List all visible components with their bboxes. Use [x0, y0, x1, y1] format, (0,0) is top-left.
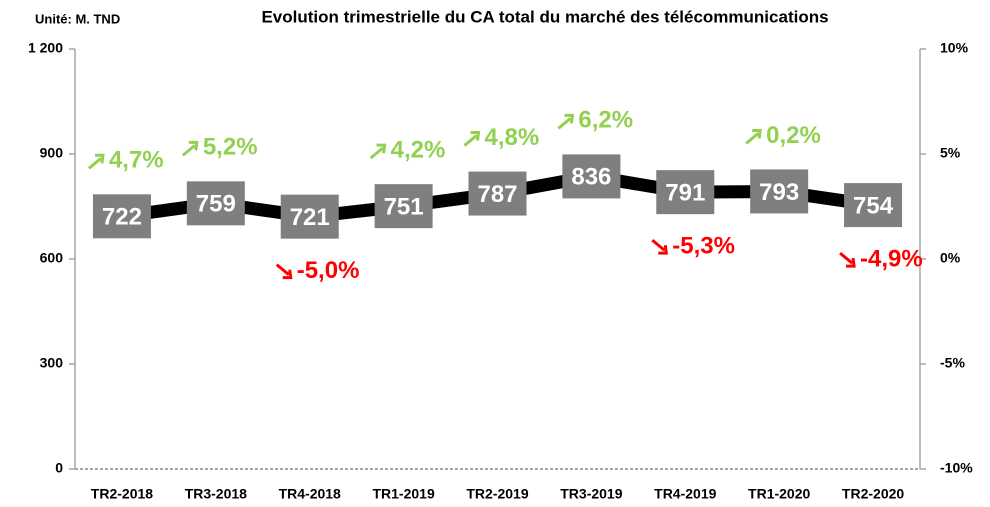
growth-arrow [557, 113, 575, 130]
x-tick-label: TR3-2019 [560, 486, 622, 502]
y-tick-label: 600 [40, 250, 64, 266]
value-label: 787 [477, 181, 517, 208]
chart-title: Evolution trimestrielle du CA total du m… [261, 7, 828, 26]
y2-tick-label: 5% [940, 145, 961, 161]
growth-label: -5,3% [672, 232, 735, 259]
growth-label: -4,9% [860, 245, 923, 272]
value-label-box [844, 183, 903, 228]
unit-label: Unité: M. TND [35, 11, 120, 26]
growth-arrow [87, 153, 105, 170]
value-label: 722 [102, 204, 142, 231]
value-label-box [750, 169, 809, 214]
y-tick-label: 1 200 [28, 40, 63, 56]
growth-label: 4,7% [109, 147, 164, 174]
growth-arrow [651, 238, 668, 255]
value-label: 754 [853, 192, 894, 219]
growth-label: 0,2% [766, 122, 821, 149]
value-label: 751 [384, 193, 424, 220]
y-tick-label: 300 [40, 355, 64, 371]
value-label: 793 [759, 179, 799, 206]
y-tick-label: 900 [40, 145, 64, 161]
growth-label: 5,2% [203, 134, 258, 161]
value-label-box [656, 170, 715, 215]
value-label: 721 [290, 204, 330, 231]
growth-arrow [275, 263, 293, 280]
value-label-box [280, 194, 339, 239]
x-tick-label: TR2-2019 [466, 486, 528, 502]
x-tick-label: TR4-2019 [654, 486, 716, 502]
growth-label: 4,8% [485, 124, 540, 151]
value-label-box [374, 184, 433, 229]
x-tick-label: TR2-2018 [91, 486, 153, 502]
value-label-box [186, 181, 245, 226]
growth-arrow [369, 143, 387, 160]
value-label: 759 [196, 191, 236, 218]
y2-tick-label: -5% [940, 355, 965, 371]
value-label: 836 [571, 164, 611, 191]
x-tick-label: TR1-2019 [372, 486, 434, 502]
growth-label: -5,0% [297, 257, 360, 284]
x-tick-label: TR4-2018 [279, 486, 341, 502]
growth-arrow [839, 251, 856, 268]
growth-arrow [745, 128, 762, 145]
y2-tick-label: -10% [940, 460, 973, 476]
y2-tick-label: 0% [940, 250, 961, 266]
value-label-box [468, 171, 527, 216]
growth-arrow [181, 140, 199, 157]
value-label-box [562, 154, 621, 199]
x-tick-label: TR2-2020 [842, 486, 904, 502]
growth-label: 6,2% [578, 107, 633, 134]
x-tick-label: TR1-2020 [748, 486, 810, 502]
growth-label: 4,2% [391, 136, 446, 163]
y2-tick-label: 10% [940, 40, 969, 56]
growth-arrow [463, 131, 481, 147]
value-label: 791 [665, 179, 705, 206]
x-tick-label: TR3-2018 [185, 486, 247, 502]
y-tick-label: 0 [55, 460, 63, 476]
value-label-box [92, 194, 151, 239]
